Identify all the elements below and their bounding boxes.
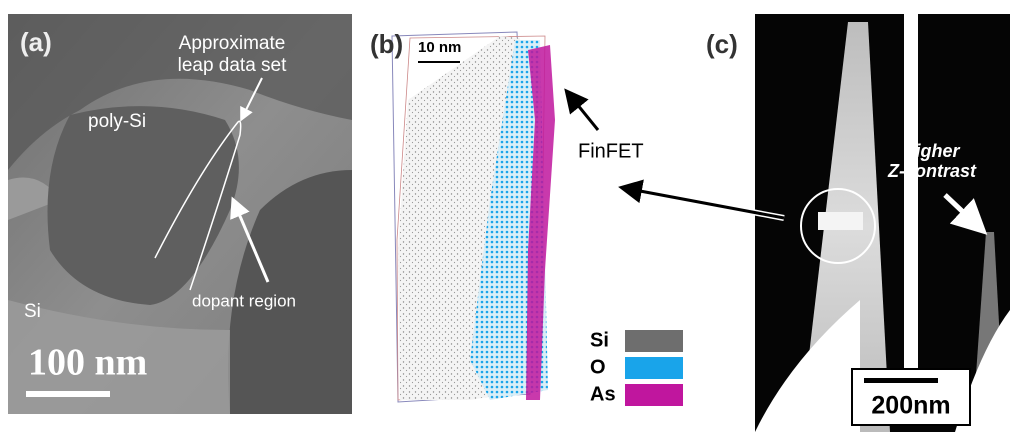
legend-swatch <box>625 330 683 352</box>
region-label: dopant region <box>192 291 296 310</box>
arrow <box>564 88 600 131</box>
specimen-base <box>755 300 860 432</box>
scale-label: 100 nm <box>28 342 147 384</box>
annotation: leap data set <box>178 55 288 76</box>
annotation: Approximate <box>179 33 286 54</box>
annotation: Z-contrast <box>887 161 977 181</box>
grain-right <box>228 170 352 414</box>
legend-label: As <box>590 383 616 405</box>
arrow <box>943 193 988 235</box>
scale-label: 200nm <box>871 392 950 420</box>
arrow <box>240 77 263 122</box>
region-label: poly-Si <box>88 111 146 132</box>
panel-b: 10 nm (b) FinFET Si O As <box>370 29 683 406</box>
legend-label: O <box>590 356 606 378</box>
annotation: higher <box>904 141 960 161</box>
panel-label: (a) <box>20 27 52 57</box>
panel-a: (a) Approximate leap data set poly-Si Si… <box>8 14 352 414</box>
divider <box>904 14 918 370</box>
legend: Si O As <box>590 329 683 406</box>
pointer-label: FinFET <box>578 140 644 162</box>
panel-label: (c) <box>706 29 738 59</box>
legend-swatch <box>625 357 683 379</box>
poly-si-grain <box>47 106 239 305</box>
arrow <box>230 196 270 283</box>
leap-outline <box>154 120 242 291</box>
scale-label: 10 nm <box>418 39 461 56</box>
legend-swatch <box>625 384 683 406</box>
region-label: Si <box>24 301 41 322</box>
scale-bar <box>864 378 938 383</box>
panel-label: (b) <box>370 29 403 59</box>
arrow <box>618 179 785 220</box>
scale-bar <box>26 391 110 397</box>
highlight-circle <box>800 188 876 264</box>
as-cloud <box>526 45 555 400</box>
legend-label: Si <box>590 329 609 351</box>
grain-dark <box>8 14 352 170</box>
panel-c: higher Z-contrast (c) 200nm <box>618 14 1010 432</box>
